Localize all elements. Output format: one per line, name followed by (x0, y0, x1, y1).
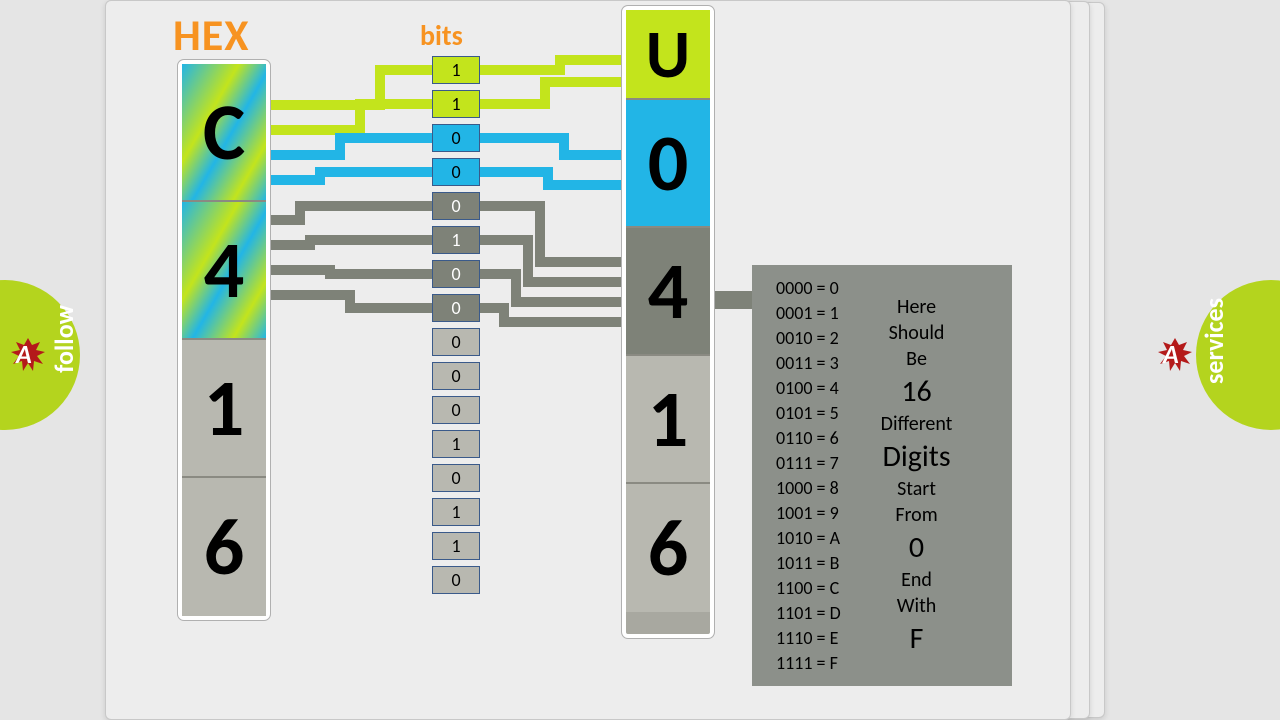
bit-cell: 0 (432, 362, 480, 390)
logo-letter: A (1163, 338, 1179, 370)
hex-cell: C (182, 64, 266, 202)
hex-map-row: 0010 = 2 (776, 327, 841, 349)
hex-map-row: 0000 = 0 (776, 277, 841, 299)
bit-cell: 0 (432, 158, 480, 186)
bit-cell: 1 (432, 498, 480, 526)
bit-cell: 1 (432, 56, 480, 84)
bit-cell: 1 (432, 532, 480, 560)
hex-map-row: 0101 = 5 (776, 402, 841, 424)
hex-lookup-list: 0000 = 0 0001 = 1 0010 = 2 0011 = 3 0100 = 4… (776, 277, 841, 674)
bit-cell: 1 (432, 226, 480, 254)
note-word: Should (889, 321, 945, 345)
note-word: From (895, 503, 937, 527)
bits-title: bits (420, 18, 463, 53)
hex-map-row: 1101 = D (776, 602, 841, 624)
hex-map-row: 0100 = 4 (776, 377, 841, 399)
hex-map-row: 1000 = 8 (776, 477, 841, 499)
unicode-cell: 1 (626, 356, 710, 484)
hex-map-row: 1110 = E (776, 627, 841, 649)
note-word: Start (897, 477, 936, 501)
bit-cell: 0 (432, 192, 480, 220)
hex-column: C416 (178, 60, 270, 620)
bit-cell: 0 (432, 124, 480, 152)
hex-map-row: 1011 = B (776, 552, 841, 574)
hex-lookup-panel: 0000 = 0 0001 = 1 0010 = 2 0011 = 3 0100 = 4… (752, 265, 1012, 686)
unicode-column: U0416 (622, 6, 714, 638)
bit-cell: 0 (432, 396, 480, 424)
bit-cell: 0 (432, 464, 480, 492)
note-word: 16 (901, 373, 931, 410)
bit-cell: 1 (432, 430, 480, 458)
note-word: Here (897, 295, 936, 319)
services-tab-label: services (1198, 298, 1230, 384)
bit-cell: 0 (432, 260, 480, 288)
unicode-cell: 6 (626, 484, 710, 612)
note-word: With (897, 594, 937, 618)
hex-map-row: 1001 = 9 (776, 502, 841, 524)
bit-cell: 0 (432, 566, 480, 594)
note-word: Be (906, 347, 927, 371)
unicode-cell: 0 (626, 100, 710, 228)
hex-map-row: 0001 = 1 (776, 302, 841, 324)
unicode-cell: 4 (626, 228, 710, 356)
hex-cell: 4 (182, 202, 266, 340)
hex-lookup-note: HereShouldBe16DifferentDigitsStartFrom0E… (881, 277, 953, 674)
follow-tab-label: follow (48, 305, 80, 373)
note-word: Different (881, 412, 953, 436)
unicode-cell: U (626, 10, 710, 100)
hex-map-row: 0111 = 7 (776, 452, 841, 474)
bit-cell: 0 (432, 294, 480, 322)
hex-cell: 1 (182, 340, 266, 478)
bits-column: 1 1 0 0 0 1 0 0 0 0 0 1 0 1 1 0 (432, 56, 480, 594)
hex-map-row: 0110 = 6 (776, 427, 841, 449)
note-word: F (910, 620, 924, 657)
hex-map-row: 1010 = A (776, 527, 841, 549)
note-word: End (901, 568, 932, 592)
note-word: 0 (909, 529, 924, 566)
hex-map-row: 0011 = 3 (776, 352, 841, 374)
bit-cell: 0 (432, 328, 480, 356)
hex-map-row: 1111 = F (776, 652, 841, 674)
hex-cell: 6 (182, 478, 266, 616)
bit-cell: 1 (432, 90, 480, 118)
logo-letter: A (16, 338, 32, 370)
hex-title: HEX (173, 8, 249, 62)
note-word: Digits (882, 438, 950, 475)
hex-map-row: 1100 = C (776, 577, 841, 599)
